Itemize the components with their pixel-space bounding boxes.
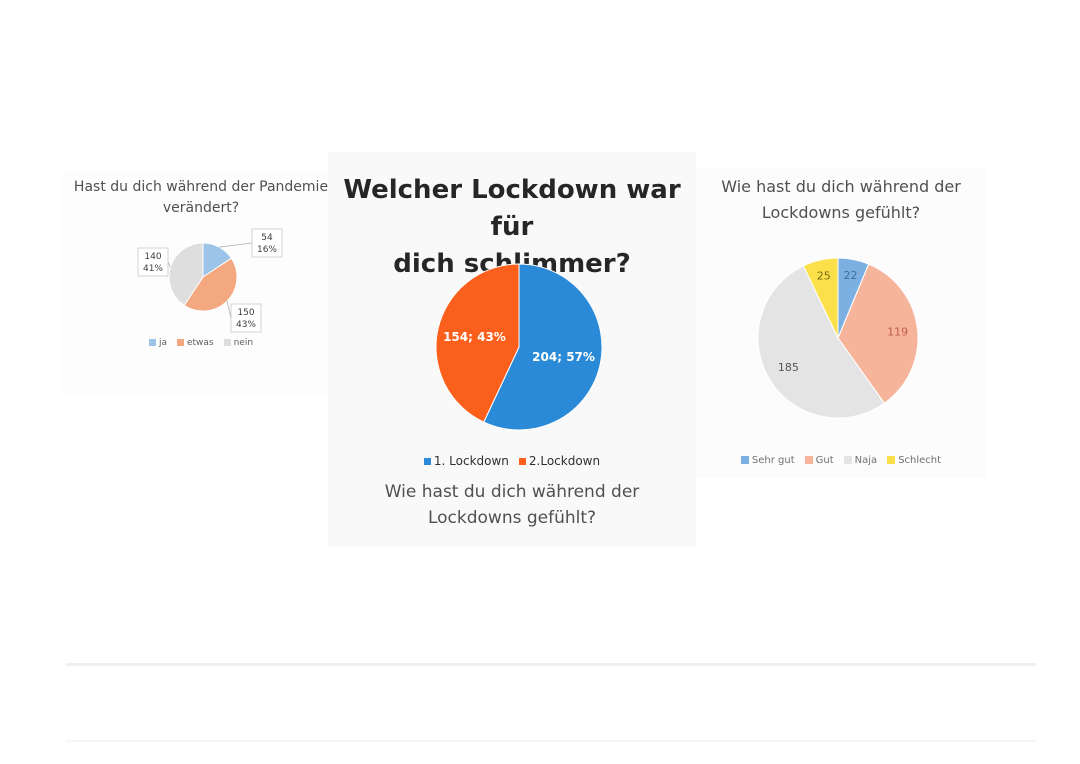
pie-slice-naja — [757, 265, 886, 419]
data-label-percent: 43% — [236, 320, 256, 330]
chart-title: Hast du dich während der Pandemie veränd… — [73, 179, 329, 216]
pie-chart-panel-gefuehl: Wie hast du dich während der Lockdowns g… — [696, 168, 986, 478]
callout-leader — [219, 242, 253, 248]
legend-label: Gut — [815, 455, 834, 466]
chart-legend: Sehr gut Gut Naja Schlecht — [696, 455, 986, 466]
legend-item: 2.Lockdown — [518, 454, 601, 468]
pie-chart-svg: 22 119 185 25 — [757, 257, 919, 419]
legend-item: nein — [223, 338, 254, 348]
data-label: 154; 43% — [443, 330, 506, 344]
legend-item: Naja — [843, 455, 878, 466]
legend-item: Schlecht — [887, 455, 941, 466]
legend-item: Gut — [804, 455, 834, 466]
legend-label: ja — [158, 338, 167, 348]
data-label-value: 140 — [144, 252, 161, 262]
data-label: 204; 57% — [532, 350, 595, 364]
data-label-value: 54 — [261, 233, 273, 243]
legend-item: etwas — [176, 338, 214, 348]
chart-subtitle: Wie hast du dich während der Lockdowns g… — [384, 482, 640, 528]
chart-title: Welcher Lockdown war für dich schlimmer? — [343, 175, 681, 279]
legend-swatch — [804, 456, 813, 464]
legend-label: nein — [233, 338, 254, 348]
pie-chart-svg: 54 16% 150 43% 140 41% — [137, 228, 283, 333]
pie-slice-gut — [837, 263, 919, 404]
legend-label: Schlecht — [898, 455, 942, 466]
scan-artifact-line — [66, 663, 1036, 666]
callout-box — [230, 303, 262, 333]
legend-swatch — [518, 458, 526, 465]
chart-legend: ja etwas nein — [62, 338, 340, 348]
data-label-value: 22 — [844, 269, 858, 282]
chart-legend: 1. Lockdown 2.Lockdown — [328, 454, 696, 468]
legend-swatch — [148, 339, 156, 346]
legend-label: etwas — [186, 338, 214, 348]
pie-slice-2-lockdown — [435, 263, 520, 423]
legend-label: Sehr gut — [751, 455, 795, 466]
legend-swatch — [423, 458, 431, 465]
data-label-value: 25 — [817, 270, 831, 283]
legend-item: Sehr gut — [740, 455, 795, 466]
callout-leader — [226, 300, 232, 319]
legend-item: ja — [148, 338, 167, 348]
chart-title: Wie hast du dich während der Lockdowns g… — [721, 177, 961, 222]
data-label-value: 119 — [887, 325, 908, 338]
pie-chart-panel-pandemie: Hast du dich während der Pandemie veränd… — [62, 170, 340, 395]
legend-label: 1. Lockdown — [433, 454, 509, 468]
pie-slice-schlecht — [802, 257, 839, 339]
data-label-percent: 41% — [143, 264, 163, 274]
legend-item: 1. Lockdown — [423, 454, 509, 468]
pie-chart-panel-lockdown: Welcher Lockdown war für dich schlimmer?… — [328, 152, 696, 547]
data-label-percent: 16% — [257, 245, 277, 255]
legend-swatch — [223, 339, 231, 346]
scan-artifact-line — [66, 740, 1036, 742]
legend-label: 2.Lockdown — [528, 454, 601, 468]
legend-swatch — [740, 456, 749, 464]
legend-swatch — [176, 339, 184, 346]
callout-box — [137, 247, 169, 277]
data-label-value: 150 — [237, 308, 254, 318]
callout-box — [251, 228, 283, 258]
legend-swatch — [843, 456, 852, 464]
legend-label: Naja — [854, 455, 878, 466]
pie-slice-1-lockdown — [483, 263, 603, 431]
pie-slice-nein — [168, 242, 204, 307]
callout-leader — [167, 261, 171, 268]
pie-chart-svg: 204; 57% 154; 43% — [435, 263, 603, 431]
data-label-value: 185 — [778, 361, 799, 374]
legend-swatch — [887, 456, 896, 464]
